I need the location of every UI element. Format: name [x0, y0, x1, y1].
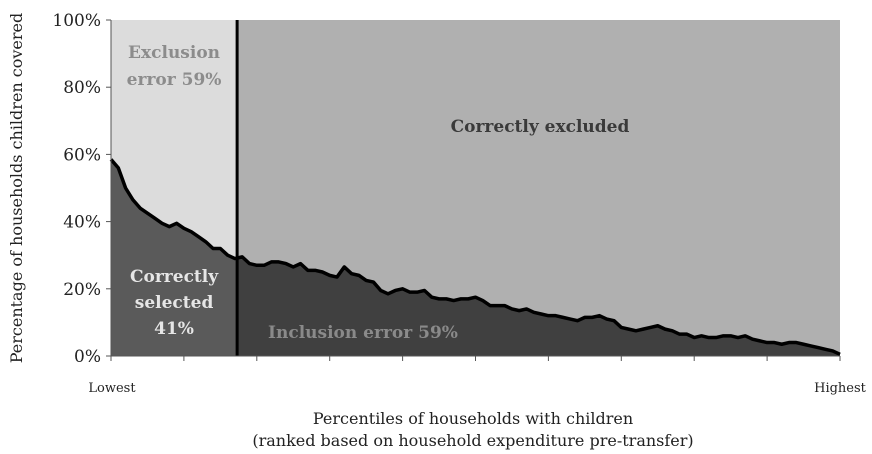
x-axis-title-line1: Percentiles of households with children [313, 409, 633, 428]
correctly-excluded-label: Correctly excluded [451, 117, 630, 137]
coverage-curve [109, 158, 841, 356]
y-tick-label: 60% [63, 145, 101, 165]
correctly-selected-area [111, 159, 238, 356]
y-tick-label: 100% [52, 11, 101, 31]
y-tick-label: 20% [63, 280, 101, 300]
correctly-selected-label: selected [135, 293, 214, 313]
correctly-selected-label: 41% [154, 319, 194, 339]
exclusion-error-label: Exclusion [128, 43, 220, 63]
x-tick-label-highest: Highest [814, 381, 867, 396]
y-tick-label: 80% [63, 78, 101, 98]
x-axis-title-line2: (ranked based on household expenditure p… [252, 431, 693, 450]
correctly-selected-label: Correctly [130, 267, 219, 287]
exclusion-error-label: error 59% [127, 70, 222, 90]
inclusion-error-area [237, 256, 840, 356]
inclusion-error-label: Inclusion error 59% [268, 323, 458, 343]
x-tick-label-lowest: Lowest [88, 381, 136, 396]
y-axis-title: Percentage of households children covere… [7, 13, 26, 364]
y-tick-label: 0% [74, 347, 101, 367]
y-tick-label: 40% [63, 213, 101, 233]
